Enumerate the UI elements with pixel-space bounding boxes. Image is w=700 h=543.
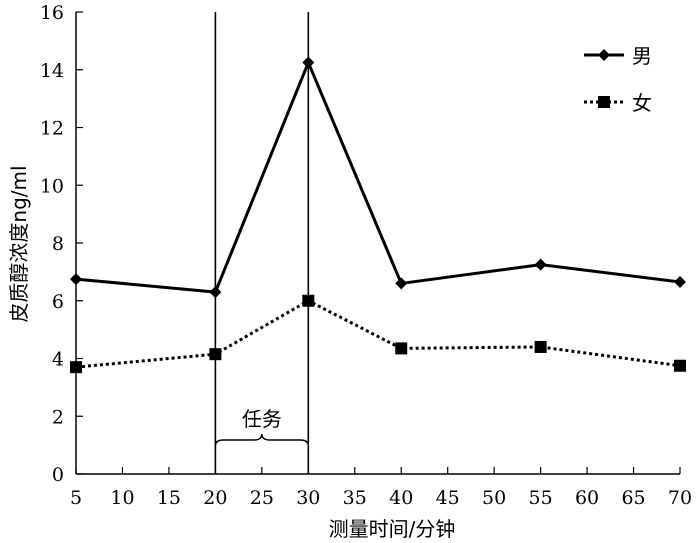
y-tick-label: 12 — [40, 118, 64, 140]
y-tick-label: 16 — [40, 2, 64, 24]
task-annotation: 任务 — [214, 12, 310, 474]
data-point — [534, 258, 547, 271]
x-axis-label: 测量时间/分钟 — [329, 517, 456, 541]
legend: 男女 — [584, 44, 652, 115]
y-tick-label: 14 — [40, 60, 64, 82]
series-male — [70, 56, 686, 299]
y-tick-label: 8 — [52, 233, 64, 255]
x-tick-label: 30 — [296, 487, 320, 509]
x-tick-label: 45 — [436, 487, 460, 509]
task-label: 任务 — [242, 407, 282, 431]
data-point — [209, 286, 222, 299]
x-tick-label: 35 — [343, 487, 367, 509]
x-tick-label: 15 — [157, 487, 181, 509]
series-line — [75, 61, 681, 294]
legend-marker-0 — [598, 49, 610, 61]
task-brace — [214, 433, 310, 447]
x-tick-label: 20 — [203, 487, 227, 509]
data-point — [395, 342, 408, 355]
y-tick-label: 4 — [52, 349, 64, 371]
data-point — [395, 277, 408, 290]
data-point — [674, 275, 686, 288]
data-point — [674, 359, 686, 372]
series-group — [70, 56, 686, 374]
x-tick-label: 10 — [110, 487, 134, 509]
x-tick-label: 50 — [482, 487, 506, 509]
data-point — [534, 340, 547, 353]
data-point — [302, 294, 315, 307]
y-axis-label: 皮质醇浓度ng/ml — [7, 165, 31, 322]
series-line — [75, 299, 681, 369]
series-female — [70, 294, 686, 374]
data-point — [70, 361, 82, 374]
x-tick-label: 55 — [529, 487, 553, 509]
x-ticks: 5 10 15 20 25 30 35 40 45 50 55 60 65 70 — [70, 467, 692, 509]
x-tick-label: 65 — [621, 487, 645, 509]
y-tick-label: 10 — [40, 175, 64, 197]
x-tick-label: 25 — [250, 487, 274, 509]
legend-label: 女 — [632, 91, 652, 115]
x-tick-label: 5 — [70, 487, 82, 509]
data-point — [302, 56, 315, 69]
data-point — [209, 348, 222, 361]
y-tick-label: 6 — [52, 291, 64, 313]
y-tick-label: 2 — [52, 406, 64, 428]
y-tick-label: 0 — [52, 464, 64, 486]
y-ticks: 0 2 4 6 8 10 12 14 16 — [40, 2, 83, 486]
legend-marker-1 — [598, 96, 610, 108]
data-point — [70, 273, 82, 286]
x-tick-label: 40 — [389, 487, 413, 509]
x-tick-label: 60 — [575, 487, 599, 509]
axes — [75, 12, 680, 475]
x-tick-label: 70 — [668, 487, 692, 509]
legend-label: 男 — [632, 44, 652, 68]
